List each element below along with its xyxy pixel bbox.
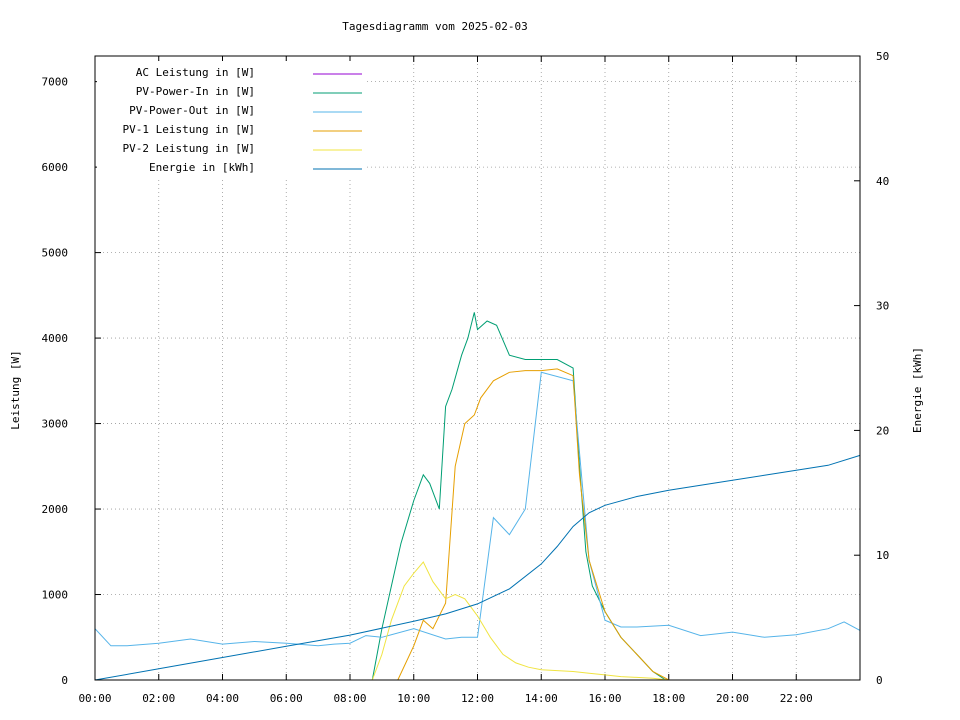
x-tick-label: 06:00 [270, 692, 303, 705]
series-line [371, 561, 669, 681]
chart-title: Tagesdiagramm vom 2025-02-03 [342, 20, 527, 33]
x-tick-label: 00:00 [78, 692, 111, 705]
plot-frame [94, 55, 861, 681]
series-line [94, 454, 861, 681]
y2-tick-label: 50 [876, 50, 889, 63]
y2-tick-label: 20 [876, 424, 889, 437]
x-tick-label: 20:00 [716, 692, 749, 705]
x-tick-label: 16:00 [588, 692, 621, 705]
legend-label: PV-Power-Out in [W] [129, 104, 255, 117]
y-tick-label: 2000 [42, 503, 69, 516]
y2-axis-label: Energie [kWh] [911, 347, 924, 433]
x-tick-label: 02:00 [142, 692, 175, 705]
legend-label: AC Leistung in [W] [136, 66, 255, 79]
x-tick-label: 18:00 [652, 692, 685, 705]
legend-box [97, 61, 367, 179]
series-layer [94, 312, 861, 681]
x-tick-label: 08:00 [333, 692, 366, 705]
axis-layer: 00:00 02:00 04:00 06:00 08:00 10:00 12:00 14:00… [42, 50, 890, 705]
y-axis-label: Leistung [W] [9, 350, 22, 429]
y-tick-label: 3000 [42, 418, 69, 431]
y-tick-label: 7000 [42, 76, 69, 89]
x-tick-label: 12:00 [461, 692, 494, 705]
legend-label: PV-Power-In in [W] [136, 85, 255, 98]
y2-tick-label: 40 [876, 175, 889, 188]
series-line [94, 371, 861, 647]
x-tick-label: 04:00 [206, 692, 239, 705]
series-line [371, 312, 666, 681]
series-line [397, 368, 670, 681]
legend-label: PV-1 Leistung in [W] [123, 123, 255, 136]
y2-tick-label: 0 [876, 674, 883, 687]
x-tick-label: 14:00 [525, 692, 558, 705]
y-tick-label: 4000 [42, 332, 69, 345]
legend: AC Leistung in [W] PV-Power-In in [W] PV-P… [97, 61, 367, 179]
y-tick-label: 0 [61, 674, 68, 687]
y2-tick-label: 10 [876, 549, 889, 562]
y-tick-label: 5000 [42, 247, 69, 260]
x-tick-label: 10:00 [397, 692, 430, 705]
y2-tick-label: 30 [876, 300, 889, 313]
legend-label: PV-2 Leistung in [W] [123, 142, 255, 155]
legend-label: Energie in [kWh] [149, 161, 255, 174]
y-tick-label: 6000 [42, 161, 69, 174]
y-tick-label: 1000 [42, 589, 69, 602]
x-tick-label: 22:00 [780, 692, 813, 705]
